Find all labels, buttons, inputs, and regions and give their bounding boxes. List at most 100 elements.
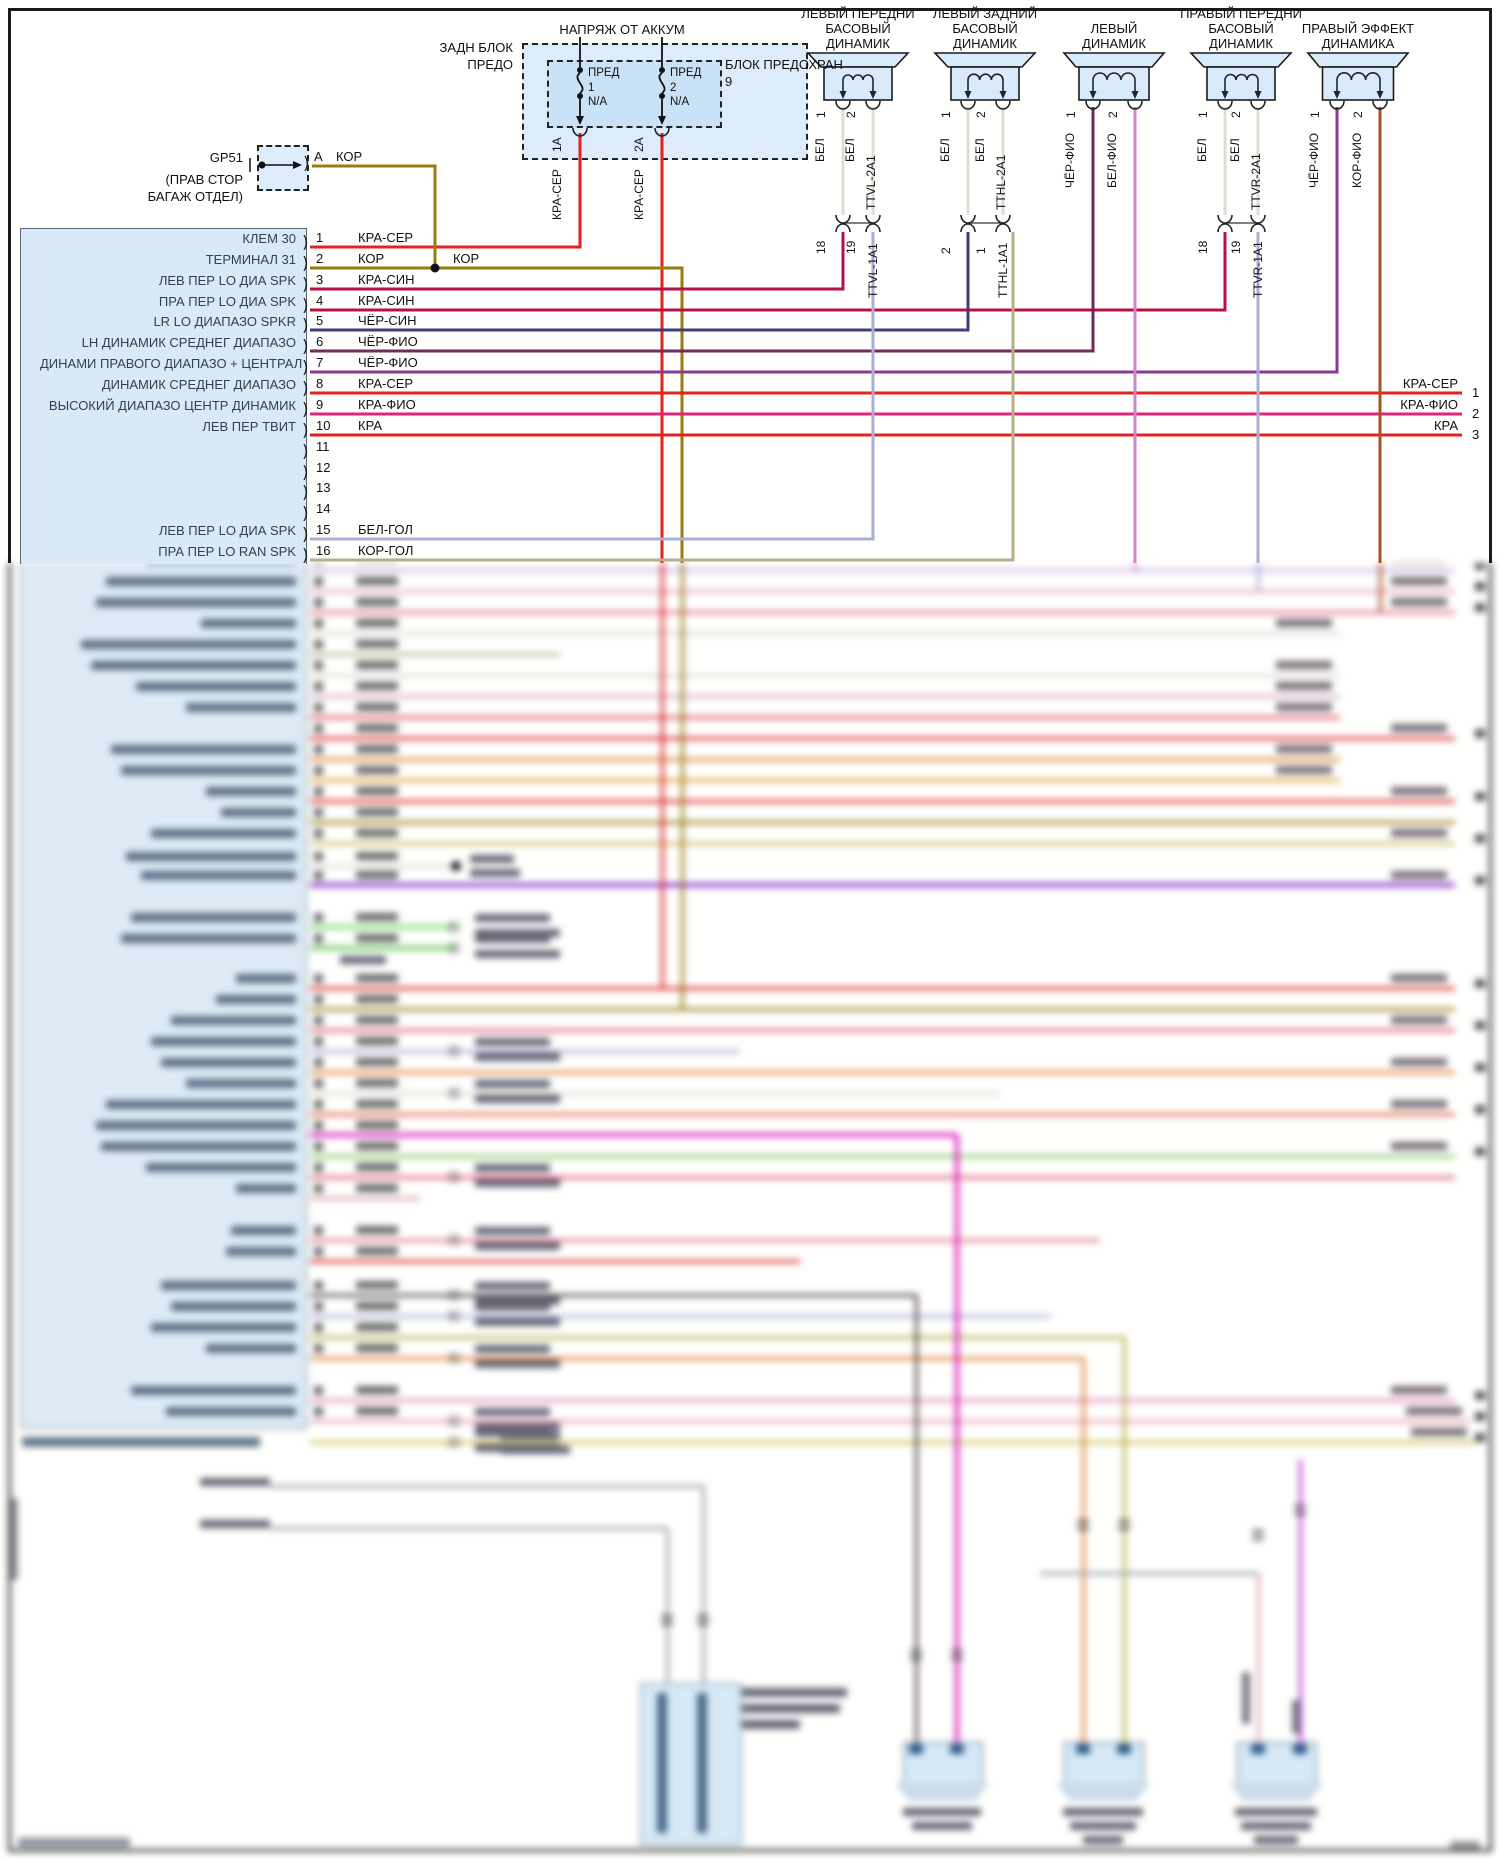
- speaker-horn-icon: [933, 52, 1037, 68]
- inline-connector-icon: [450, 1234, 452, 1246]
- blurred-vertical-wire: [955, 1135, 959, 1742]
- blurred-wire: [310, 1399, 1455, 1402]
- wire: [310, 133, 582, 249]
- bottom-box-rotated-text: [657, 1693, 667, 1833]
- blurred-right-pin-number: [1475, 1063, 1485, 1072]
- arrow-down-icon: [1333, 91, 1341, 99]
- splice-pin-number: 19: [1229, 240, 1243, 254]
- inline-connector-icon: [450, 1415, 452, 1427]
- blurred-right-label: [1276, 682, 1332, 690]
- fuse-name: ПРЕД: [670, 67, 702, 79]
- pin-function-label: ПРА ПЕР LO RAN SPK: [158, 544, 296, 559]
- blurred-splice-icon: [1077, 1527, 1089, 1530]
- blurred-wire-color-label: [356, 703, 398, 711]
- blurred-splice-icon: [1252, 1530, 1264, 1533]
- blurred-dot-label: [470, 869, 520, 877]
- arrow-down-icon: [869, 91, 877, 99]
- blurred-wire: [310, 1050, 740, 1053]
- blurred-pin-number: [314, 913, 323, 922]
- blurred-splice-icon: [1118, 1527, 1130, 1530]
- blurred-grey-wire: [702, 1486, 705, 1683]
- blurred-vertical-wire: [1379, 563, 1382, 612]
- blurred-right-pin-number: [1475, 1147, 1485, 1156]
- blurred-wire: [310, 800, 1455, 803]
- splice-pin-number: 18: [814, 240, 828, 254]
- bottom-connector-caption: [1241, 1822, 1311, 1830]
- blurred-vertical-wire: [1123, 1337, 1126, 1747]
- output-wire-label: КРА-СЕР: [1402, 376, 1458, 391]
- blurred-right-label: [1276, 766, 1332, 774]
- pin-number: 11: [316, 439, 330, 454]
- speaker-title: ДИНАМИК: [826, 36, 890, 51]
- blurred-mid-label: [475, 914, 550, 922]
- inline-connector-icon: [450, 1045, 452, 1057]
- inline-connector-icon: [450, 1436, 452, 1448]
- speaker-pin-number: 1: [1196, 111, 1210, 118]
- blurred-vertical-wire: [1257, 563, 1260, 591]
- blurred-splice-icon: [1077, 1520, 1089, 1523]
- blurred-wire-color-label: [356, 1079, 398, 1087]
- blurred-mid-label: [475, 1318, 560, 1326]
- blurred-pin-label: [121, 934, 296, 943]
- fuse-tap-label: 1A: [550, 137, 564, 152]
- blurred-pin-label: [201, 619, 296, 628]
- pin-wire-color: ЧЁР-ФИО: [358, 334, 418, 349]
- speaker-title: ДИНАМИКА: [1321, 36, 1395, 51]
- blurred-pin-label: [161, 1058, 296, 1067]
- fuse-element-icon: [576, 37, 584, 116]
- blurred-wire-color-label: [356, 1302, 398, 1310]
- pin-number: 7: [316, 355, 324, 370]
- speaker-wire-color: БЕЛ: [973, 138, 987, 162]
- blurred-wire-color-label: [356, 871, 398, 879]
- blurred-wire-color-label: [356, 1100, 398, 1108]
- blurred-pin-label: [151, 829, 296, 838]
- harness-connector-label: TTVR-2A1: [1249, 153, 1263, 210]
- blurred-pin-label: [141, 871, 296, 880]
- pin-function-label: ТЕРМИНАЛ 31: [205, 252, 296, 267]
- blurred-pin-label: [151, 1323, 296, 1332]
- blurred-right-pin-number: [1475, 792, 1485, 801]
- blurred-wire: [310, 925, 455, 929]
- blurred-mid-label: [475, 1303, 550, 1311]
- connector-cup-icon: [1250, 100, 1266, 110]
- speaker-body: [950, 66, 1020, 101]
- blurred-wire: [310, 1176, 1455, 1179]
- blurred-mid-label: [475, 1095, 560, 1103]
- wire: [310, 232, 970, 332]
- wire: [310, 232, 1227, 312]
- blurred-pin-label: [96, 598, 296, 607]
- blurred-wire-color-label: [356, 1121, 398, 1129]
- blurred-vertical-wire: [1257, 1573, 1260, 1750]
- harness-connector-label: TTVL-2A1: [864, 155, 878, 210]
- blurred-pin-label: [106, 1100, 296, 1109]
- blurred-wire-color-label: [356, 661, 398, 669]
- junction-dot-icon: [430, 263, 440, 273]
- pin-number: 16: [316, 543, 331, 558]
- blurred-splice-icon: [661, 1615, 673, 1618]
- blurred-pin-label: [236, 1184, 296, 1193]
- blurred-pin-number: [314, 577, 323, 586]
- output-wire-label: КРА: [1433, 418, 1458, 433]
- blurred-junction-dot: [451, 861, 461, 871]
- pin-wire-color: КРА-СИН: [358, 293, 415, 308]
- arrow-down-icon: [839, 91, 847, 99]
- fuse-inner-box: [547, 60, 722, 128]
- pin-number: 13: [316, 480, 331, 495]
- fuse-tap-label: 2A: [632, 137, 646, 152]
- blurred-pin-label: [131, 913, 296, 922]
- pin-bracket: ): [302, 525, 309, 545]
- speaker-title: ПРАВЫЙ ЭФФЕКТ: [1301, 21, 1415, 36]
- blurred-pin-number: [314, 934, 323, 943]
- splice-connector-label: TTVL-1A1: [866, 243, 880, 298]
- blurred-pin-number: [314, 724, 323, 733]
- inline-connector-icon: [456, 921, 458, 933]
- blurred-wire-color-label: [356, 745, 398, 753]
- blurred-pin-label: [171, 1302, 296, 1311]
- arrow-down-icon: [999, 91, 1007, 99]
- gp51-location-1: (ПРАВ СТОР: [165, 172, 243, 187]
- blurred-wire: [310, 1155, 1455, 1158]
- arrow-down-icon: [1089, 91, 1097, 99]
- connector-cup-icon: [1085, 100, 1101, 110]
- blurred-pin-number: [314, 1100, 323, 1109]
- blurred-wire: [310, 946, 455, 950]
